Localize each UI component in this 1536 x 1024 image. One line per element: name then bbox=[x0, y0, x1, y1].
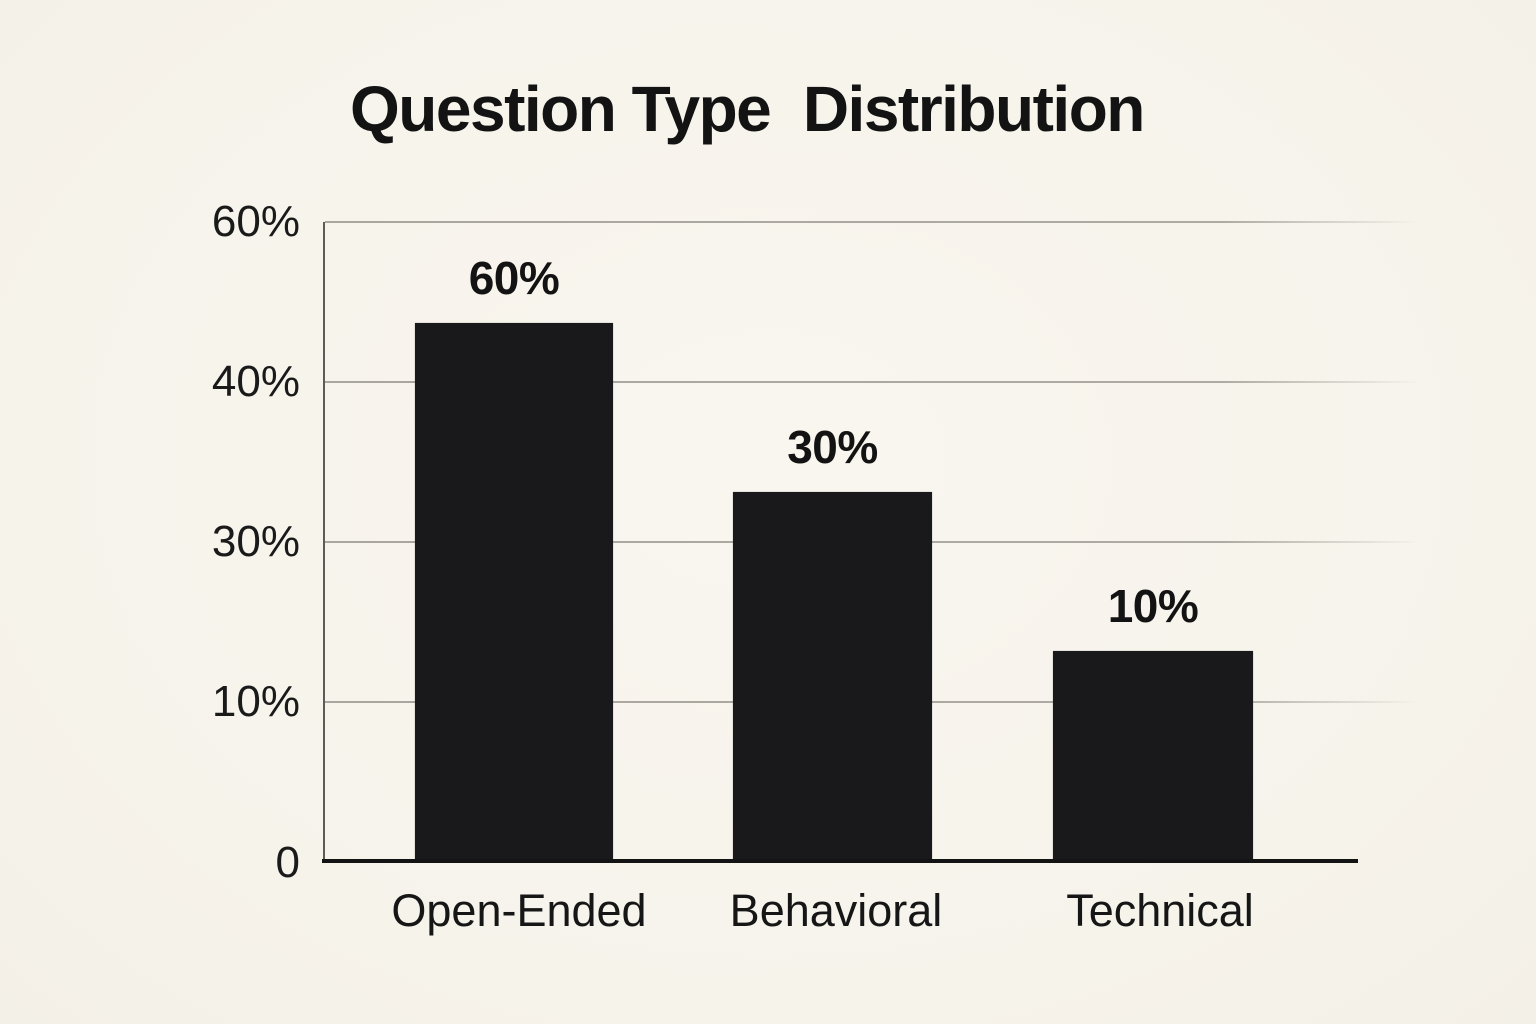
bar-technical bbox=[1053, 651, 1253, 860]
bar-value-label-open-ended: 60% bbox=[468, 252, 560, 304]
gridline-40 bbox=[325, 381, 1420, 383]
ytick-10: 10% bbox=[211, 677, 300, 726]
bar-behavioral bbox=[733, 492, 932, 860]
x-axis-line bbox=[322, 859, 1358, 863]
ytick-60: 60% bbox=[211, 197, 300, 246]
bar-1: 60% bbox=[415, 252, 613, 860]
xtick-open-ended: Open-Ended bbox=[391, 885, 647, 936]
xtick-behavioral: Behavioral bbox=[729, 885, 943, 936]
bar-2: 30% bbox=[733, 421, 932, 860]
bar-3: 10% bbox=[1053, 580, 1253, 860]
gridline-60 bbox=[325, 221, 1420, 223]
ytick-30: 30% bbox=[211, 517, 300, 566]
bar-value-label-behavioral: 30% bbox=[787, 421, 878, 473]
bar-value-label-technical: 10% bbox=[1107, 580, 1199, 632]
plot-area: 60% 30% 10% bbox=[323, 221, 1420, 862]
chart-title: Question Type Distribution bbox=[350, 73, 1145, 145]
y-axis-line bbox=[323, 222, 325, 862]
ytick-40: 40% bbox=[211, 357, 300, 406]
ytick-0: 0 bbox=[275, 838, 300, 887]
bar-open-ended bbox=[415, 323, 613, 860]
xtick-technical: Technical bbox=[1066, 885, 1254, 936]
